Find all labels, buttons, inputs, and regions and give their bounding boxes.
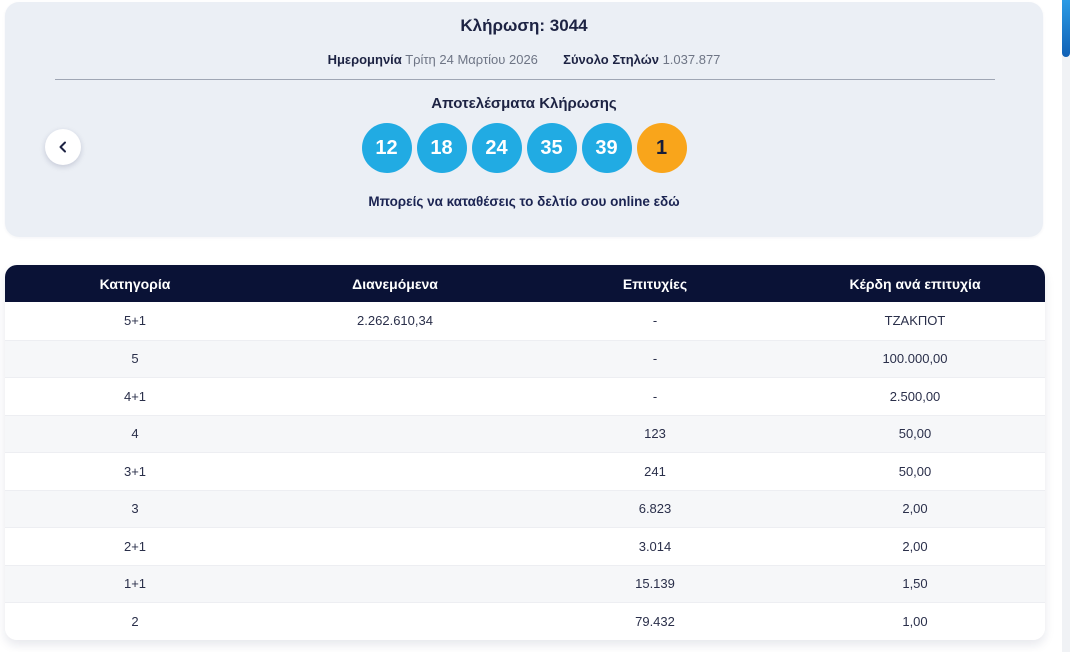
date-label: Ημερομηνία bbox=[327, 52, 402, 67]
table-cell: 50,00 bbox=[898, 463, 932, 479]
column-header-winners: Επιτυχίες bbox=[622, 275, 688, 292]
table-header-row: Κατηγορία Διανεμόμενα Επιτυχίες Κέρδη αν… bbox=[5, 265, 1045, 302]
table-cell: 1,50 bbox=[902, 576, 928, 592]
total-columns-label: Σύνολο Στηλών bbox=[563, 52, 659, 67]
column-header-category: Κατηγορία bbox=[99, 275, 171, 292]
scrollbar[interactable] bbox=[1062, 0, 1070, 652]
table-cell: 2,00 bbox=[902, 501, 928, 517]
table-row: 3+1 241 50,00 bbox=[5, 452, 1045, 490]
table-cell: 4 bbox=[131, 426, 139, 442]
table-row: 2 79.432 1,00 bbox=[5, 602, 1045, 640]
table-cell: 123 bbox=[644, 426, 666, 442]
table-cell: ΤΖΑΚΠΟΤ bbox=[884, 313, 946, 329]
column-header-distributed: Διανεμόμενα bbox=[352, 275, 438, 292]
table-cell: - bbox=[652, 351, 658, 367]
prev-draw-button[interactable] bbox=[45, 129, 81, 165]
number-ball: 18 bbox=[416, 123, 467, 173]
number-ball: 24 bbox=[471, 123, 522, 173]
table-cell: 241 bbox=[644, 463, 666, 479]
divider bbox=[55, 79, 995, 80]
joker-ball: 1 bbox=[636, 123, 687, 173]
table-cell: - bbox=[652, 388, 658, 404]
table-cell: 1,00 bbox=[902, 613, 928, 629]
table-row: 3 6.823 2,00 bbox=[5, 489, 1045, 527]
online-bet-link[interactable]: Μπορείς να καταθέσεις το δελτίο σου onli… bbox=[368, 194, 680, 209]
table-row: 2+1 3.014 2,00 bbox=[5, 527, 1045, 565]
table-row: 5 - 100.000,00 bbox=[5, 339, 1045, 377]
table-cell: 3 bbox=[131, 501, 139, 517]
table-row: 5+1 2.262.610,34 - ΤΖΑΚΠΟΤ bbox=[5, 302, 1045, 340]
table-cell: 5 bbox=[131, 351, 139, 367]
table-cell: 2+1 bbox=[123, 538, 147, 554]
total-columns-value: 1.037.877 bbox=[662, 52, 721, 67]
draw-meta: Ημερομηνία Τρίτη 24 Μαρτίου 2026 Σύνολο … bbox=[5, 52, 1043, 67]
winning-numbers: 12 18 24 35 39 1 bbox=[5, 123, 1043, 173]
draw-summary-card: Κλήρωση: 3044 Ημερομηνία Τρίτη 24 Μαρτίο… bbox=[5, 2, 1043, 237]
table-cell: 15.139 bbox=[635, 576, 675, 592]
table-cell: 2 bbox=[131, 613, 139, 629]
table-cell: 2.262.610,34 bbox=[357, 313, 433, 329]
scrollbar-thumb[interactable] bbox=[1062, 0, 1070, 57]
column-header-winnings: Κέρδη ανά επιτυχία bbox=[849, 275, 981, 292]
table-cell: 79.432 bbox=[635, 613, 675, 629]
chevron-left-icon bbox=[57, 141, 69, 153]
number-ball: 12 bbox=[361, 123, 412, 173]
table-cell: 5+1 bbox=[123, 313, 147, 329]
table-row: 1+1 15.139 1,50 bbox=[5, 564, 1045, 602]
number-ball: 39 bbox=[581, 123, 632, 173]
table-row: 4+1 - 2.500,00 bbox=[5, 377, 1045, 415]
table-cell: 100.000,00 bbox=[882, 351, 948, 367]
table-cell: 1+1 bbox=[123, 576, 147, 592]
table-cell: - bbox=[652, 313, 658, 329]
table-cell: 2,00 bbox=[902, 538, 928, 554]
table-cell: 2.500,00 bbox=[889, 388, 941, 404]
table-cell: 3.014 bbox=[638, 538, 672, 554]
table-cell: 4+1 bbox=[123, 388, 147, 404]
table-body: 5+1 2.262.610,34 - ΤΖΑΚΠΟΤ 5 - 100.000,00 4+1 - 2… bbox=[5, 302, 1045, 640]
table-row: 4 123 50,00 bbox=[5, 414, 1045, 452]
number-ball: 35 bbox=[526, 123, 577, 173]
table-cell: 3+1 bbox=[123, 463, 147, 479]
table-cell: 6.823 bbox=[638, 501, 672, 517]
draw-title: Κλήρωση: 3044 bbox=[460, 16, 588, 35]
results-heading: Αποτελέσματα Κλήρωσης bbox=[431, 95, 617, 112]
date-value: Τρίτη 24 Μαρτίου 2026 bbox=[405, 52, 538, 67]
results-table: Κατηγορία Διανεμόμενα Επιτυχίες Κέρδη αν… bbox=[5, 265, 1045, 640]
table-cell: 50,00 bbox=[898, 426, 932, 442]
